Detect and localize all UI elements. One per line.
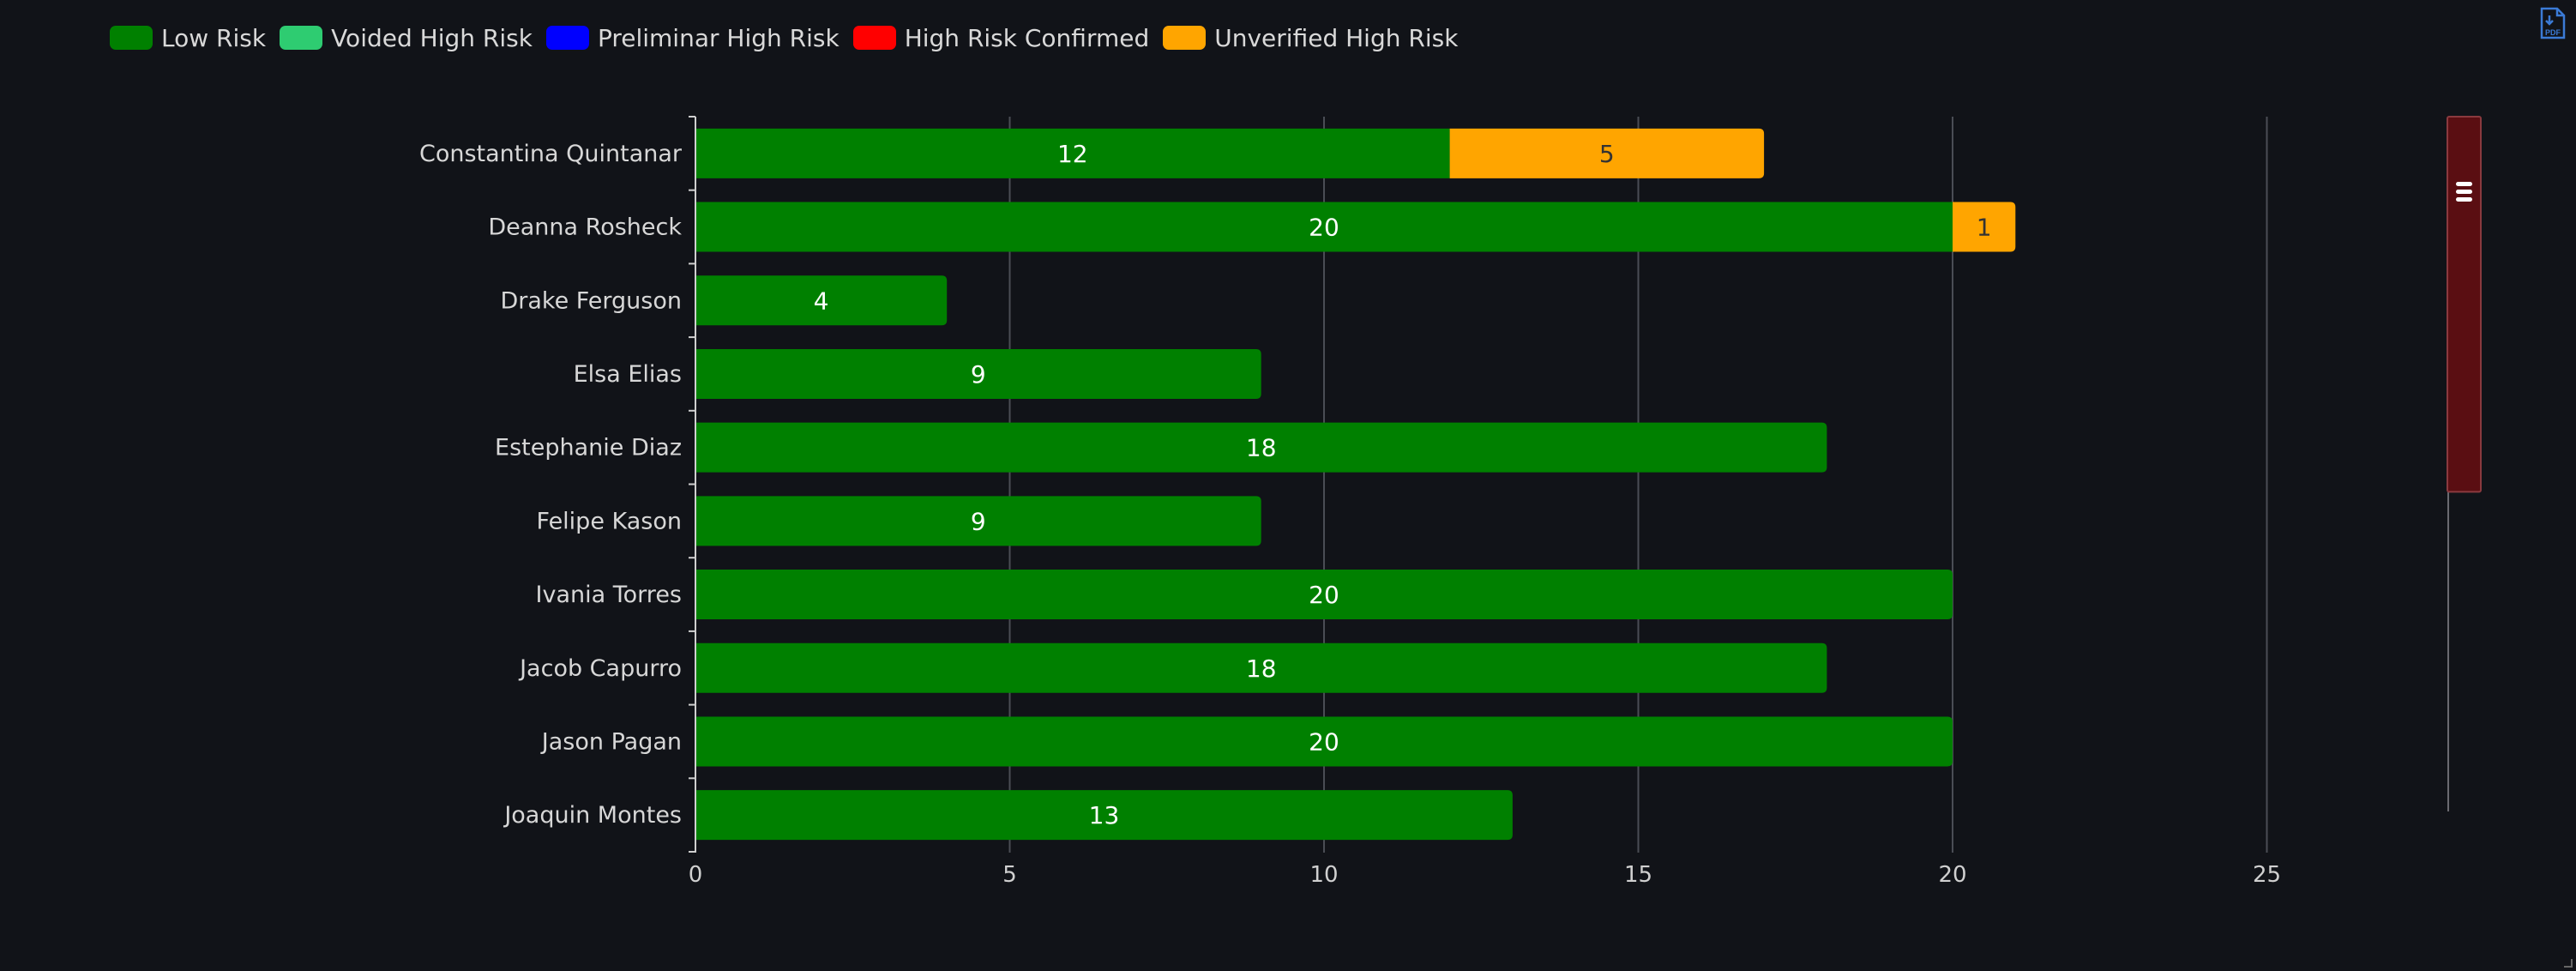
x-tick-label: 10 <box>1309 862 1338 888</box>
legend-label: Low Risk <box>161 23 267 52</box>
data-label: 13 <box>1089 801 1120 829</box>
svg-text:PDF: PDF <box>2545 28 2561 37</box>
legend-label: Preliminar High Risk <box>597 23 840 52</box>
x-tick-label: 25 <box>2253 862 2281 888</box>
data-label: 9 <box>971 360 986 389</box>
x-tick-label: 20 <box>1938 862 1966 888</box>
scrollbar-grip-icon <box>2456 196 2472 202</box>
data-label: 20 <box>1309 214 1339 242</box>
bar-segment-unverified-high-risk <box>1449 128 1765 178</box>
y-category-label: Joaquin Montes <box>503 802 682 829</box>
pdf-export-icon[interactable]: PDF <box>2538 7 2567 39</box>
legend-swatch <box>280 26 323 50</box>
data-label: 4 <box>814 286 829 315</box>
legend-label: High Risk Confirmed <box>904 23 1150 52</box>
y-category-label: Estephanie Diaz <box>495 435 682 461</box>
bar-segment-low-risk <box>695 496 1261 546</box>
resize-handle[interactable] <box>2564 959 2573 968</box>
y-category-label: Jason Pagan <box>540 728 682 755</box>
legend-label: Voided High Risk <box>331 23 533 52</box>
scrollbar-grip-icon <box>2456 181 2472 186</box>
x-tick-label: 15 <box>1624 862 1652 888</box>
bar-segment-low-risk <box>695 642 1827 693</box>
bar-segment-low-risk <box>695 790 1513 841</box>
scrollbar-grip-icon <box>2456 189 2472 194</box>
y-category-label: Elsa Elias <box>574 361 682 388</box>
data-label: 1 <box>1977 214 1992 242</box>
data-label: 9 <box>971 507 986 535</box>
legend-item-low-risk[interactable]: Low Risk <box>110 24 266 52</box>
data-label: 5 <box>1599 140 1615 168</box>
bar-segment-unverified-high-risk <box>1953 202 2016 252</box>
y-category-label: Deanna Rosheck <box>488 214 682 241</box>
bar-segment-low-risk <box>695 348 1261 399</box>
data-label: 18 <box>1246 434 1277 462</box>
vertical-scrollbar[interactable] <box>2447 116 2482 811</box>
data-label: 20 <box>1309 727 1339 756</box>
y-category-label: Jacob Capurro <box>518 655 682 682</box>
chart-legend: Low Risk Voided High Risk Preliminar High … <box>110 22 1472 53</box>
data-label: 18 <box>1246 654 1277 683</box>
legend-swatch <box>110 26 153 50</box>
legend-swatch <box>545 26 589 50</box>
y-category-label: Ivania Torres <box>536 582 682 608</box>
data-label: 12 <box>1057 140 1088 168</box>
bar-segment-low-risk <box>695 716 1953 767</box>
y-category-label: Constantina Quintanar <box>419 141 683 167</box>
x-tick-label: 5 <box>1002 862 1017 888</box>
legend-item-high-risk-confirmed[interactable]: High Risk Confirmed <box>852 23 1150 52</box>
bar-series: 12 5 20 1 4 9 18 9 20 18 20 13 <box>695 128 2016 841</box>
legend-item-unverified-high-risk[interactable]: Unverified High Risk <box>1163 24 1458 52</box>
scrollbar-thumb[interactable] <box>2447 116 2482 493</box>
bar-segment-low-risk <box>695 422 1827 473</box>
data-label: 20 <box>1309 581 1339 609</box>
legend-swatch <box>852 26 896 50</box>
legend-label: Unverified High Risk <box>1214 23 1459 52</box>
x-tick-label: 0 <box>689 862 703 888</box>
bar-segment-low-risk <box>695 275 948 326</box>
bar-segment-low-risk <box>695 128 1450 178</box>
y-category-label: Felipe Kason <box>537 508 682 534</box>
bar-segment-low-risk <box>695 570 1953 620</box>
legend-item-preliminar-high-risk[interactable]: Preliminar High Risk <box>545 23 840 52</box>
bar-segment-low-risk <box>695 202 1953 252</box>
y-category-label: Drake Ferguson <box>500 287 682 314</box>
legend-item-voided-high-risk[interactable]: Voided High Risk <box>280 24 533 52</box>
legend-swatch <box>1163 26 1207 50</box>
